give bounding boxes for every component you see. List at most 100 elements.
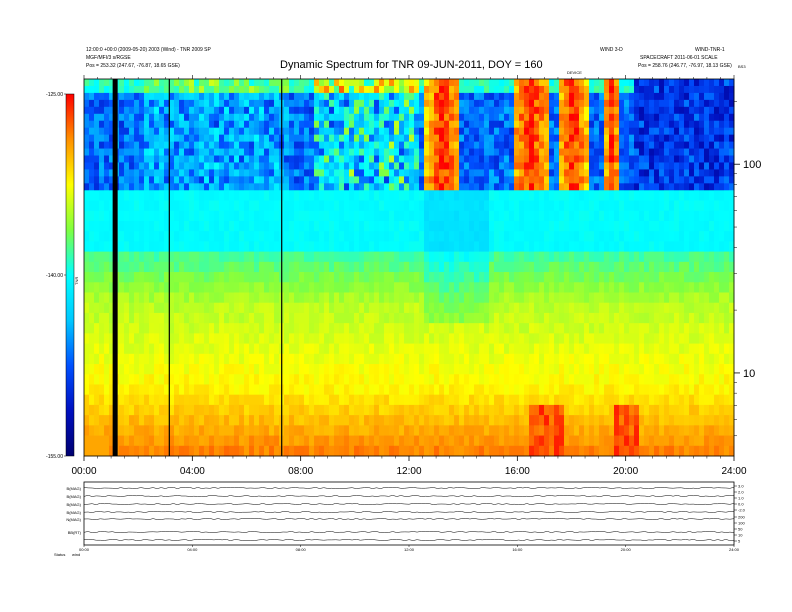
spectrum-cell-upper xyxy=(364,155,370,163)
spectrum-cell-upper xyxy=(194,183,200,191)
spectrum-cell-upper xyxy=(119,120,125,129)
spectrum-cell-upper xyxy=(549,176,555,184)
spectrum-cell-lower xyxy=(154,251,160,263)
spectrum-cell-lower xyxy=(184,364,190,375)
spectrum-cell-lower xyxy=(639,394,645,406)
spectrum-cell-lower xyxy=(439,261,445,273)
spectrum-cell-lower xyxy=(484,353,490,365)
spectrum-cell-upper xyxy=(479,120,485,129)
spectrum-cell-lower xyxy=(554,343,560,355)
spectrum-cell-lower xyxy=(154,333,160,344)
spectrum-cell-lower xyxy=(569,210,575,222)
spectrum-cell-lower xyxy=(534,435,540,447)
spectrum-cell-lower xyxy=(194,415,200,426)
spectrum-cell-upper xyxy=(299,92,305,101)
spectrum-cell-lower xyxy=(659,384,665,396)
spectrum-cell-lower xyxy=(664,343,670,355)
spectrum-cell-upper xyxy=(544,99,550,108)
spectrum-cell-upper xyxy=(504,183,510,191)
spectrum-cell-upper xyxy=(204,79,210,87)
spectrum-cell-lower xyxy=(504,435,510,447)
spectrum-cell-lower xyxy=(549,220,555,232)
spectrum-cell-lower xyxy=(654,445,660,457)
spectrum-cell-lower xyxy=(109,312,115,324)
spectrum-cell-lower xyxy=(204,302,210,314)
spectrum-cell-lower xyxy=(324,445,330,457)
spectrum-cell-lower xyxy=(89,445,95,457)
spectrum-cell-lower xyxy=(154,312,160,324)
spectrum-cell-upper xyxy=(289,120,295,129)
spectrum-cell-lower xyxy=(489,374,495,385)
spectrum-cell-upper xyxy=(564,92,570,101)
spectrum-cell-upper xyxy=(574,99,580,108)
spectrum-cell-lower xyxy=(84,404,90,416)
spectrum-cell-upper xyxy=(489,120,495,129)
spectrum-cell-lower xyxy=(319,312,325,324)
spectrum-cell-upper xyxy=(344,169,350,177)
spectrum-cell-lower xyxy=(599,415,605,426)
spectrum-cell-lower xyxy=(134,261,140,273)
spectrum-cell-lower xyxy=(374,374,380,385)
spectrum-cell-upper xyxy=(504,134,510,142)
spectrum-cell-lower xyxy=(339,364,345,375)
spectrum-cell-lower xyxy=(244,425,250,436)
spectrum-cell-upper xyxy=(244,162,250,170)
spectrum-cell-lower xyxy=(204,425,210,436)
spectrum-cell-lower xyxy=(89,353,95,365)
spectrum-cell-upper xyxy=(659,141,665,149)
spectrum-cell-upper xyxy=(389,85,395,94)
spectrum-cell-lower xyxy=(199,364,205,375)
spectrum-cell-lower xyxy=(159,343,165,355)
spectrum-cell-upper xyxy=(609,134,615,142)
spectrum-cell-upper xyxy=(194,127,200,136)
spectrum-cell-lower xyxy=(174,312,180,324)
spectrum-cell-upper xyxy=(144,141,150,149)
spectrum-cell-lower xyxy=(344,231,350,242)
spectrum-cell-upper xyxy=(134,120,140,129)
spectrum-cell-lower xyxy=(364,425,370,436)
spectrum-cell-lower xyxy=(649,231,655,242)
device-label: DEVICE xyxy=(567,70,582,75)
spectrum-cell-upper xyxy=(244,79,250,87)
spectrum-cell-lower xyxy=(139,231,145,242)
spectrum-cell-lower xyxy=(299,364,305,375)
spectrum-cell-lower xyxy=(94,445,100,457)
spectrum-cell-lower xyxy=(619,394,625,406)
spectrum-cell-lower xyxy=(654,333,660,344)
spectrum-cell-lower xyxy=(314,353,320,365)
spectrum-cell-lower xyxy=(154,364,160,375)
spectrum-cell-upper xyxy=(229,99,235,108)
spectrum-cell-upper xyxy=(234,79,240,87)
header-left-line2: MGF/MFI/3 s/RGSE xyxy=(86,55,131,61)
spectrum-cell-upper xyxy=(369,155,375,163)
spectrum-cell-lower xyxy=(129,384,135,396)
spectrum-cell-lower xyxy=(394,404,400,416)
spectrum-cell-lower xyxy=(624,272,630,283)
spectrum-cell-upper xyxy=(614,155,620,163)
spectrum-cell-upper xyxy=(529,183,535,191)
spectrum-cell-upper xyxy=(94,162,100,170)
spectrum-cell-upper xyxy=(554,148,560,156)
spectrum-cell-lower xyxy=(579,445,585,457)
spectrum-cell-lower xyxy=(439,353,445,365)
spectrum-cell-lower xyxy=(264,292,270,304)
spectrum-cell-upper xyxy=(149,85,155,94)
spectrum-cell-upper xyxy=(294,148,300,156)
spectrum-cell-lower xyxy=(649,374,655,385)
spectrum-cell-upper xyxy=(244,169,250,177)
spectrum-cell-lower xyxy=(619,343,625,355)
spectrum-cell-lower xyxy=(94,415,100,426)
spectrum-cell-upper xyxy=(339,183,345,191)
spectrum-cell-upper xyxy=(149,162,155,170)
spectrum-cell-upper xyxy=(164,85,170,94)
spectrum-cell-lower xyxy=(559,323,565,334)
spectrum-cell-lower xyxy=(419,445,425,457)
spectrum-cell-upper xyxy=(144,169,150,177)
spectrum-cell-upper xyxy=(159,113,165,122)
spectrum-cell-upper xyxy=(419,92,425,101)
spectrum-cell-lower xyxy=(339,200,345,212)
spectrum-cell-lower xyxy=(384,312,390,324)
spectrum-cell-lower xyxy=(474,374,480,385)
spectrum-cell-lower xyxy=(479,200,485,212)
spectrum-cell-lower xyxy=(234,302,240,314)
